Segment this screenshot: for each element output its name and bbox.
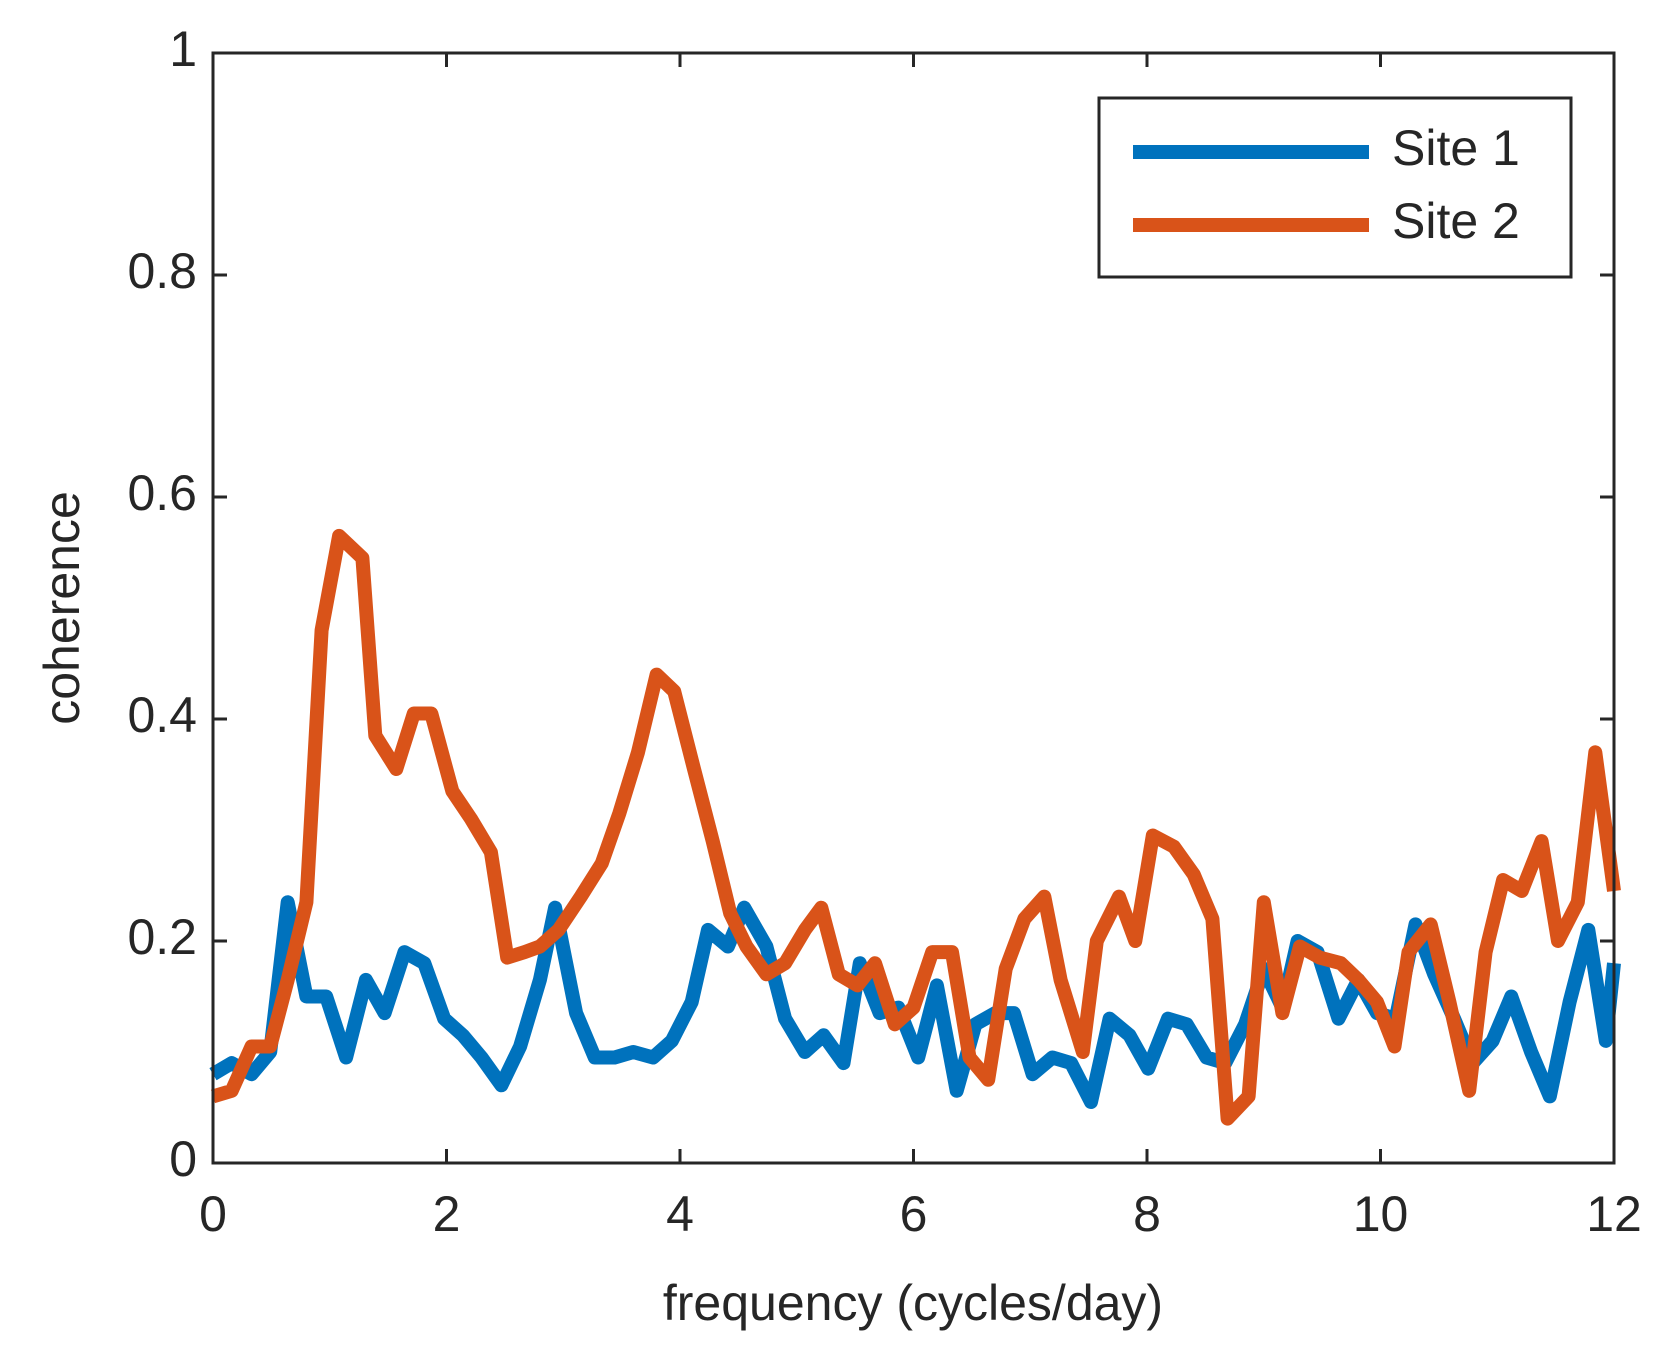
y-axis-label: coherence: [34, 491, 90, 725]
x-tick-label: 4: [666, 1186, 694, 1242]
x-tick-label: 6: [900, 1186, 928, 1242]
plot-frame: [211, 51, 1616, 1165]
x-tick-label: 0: [199, 1186, 227, 1242]
legend-label: Site 2: [1392, 193, 1520, 249]
y-tick-label: 1: [169, 21, 197, 77]
x-tick-label: 10: [1353, 1186, 1409, 1242]
y-tick-label: 0.4: [127, 687, 197, 743]
x-tick-label: 12: [1586, 1186, 1642, 1242]
y-tick-label: 0.6: [127, 465, 197, 521]
legend-label: Site 1: [1392, 120, 1520, 176]
y-tick-label: 0.8: [127, 243, 197, 299]
y-tick-label: 0: [169, 1131, 197, 1187]
x-axis-label: frequency (cycles/day): [663, 1275, 1163, 1331]
data-line: [210, 528, 1621, 1126]
x-tick-label: 8: [1133, 1186, 1161, 1242]
y-tick-label: 0.2: [127, 909, 197, 965]
x-tick-label: 2: [433, 1186, 461, 1242]
legend-box: [1097, 96, 1573, 279]
